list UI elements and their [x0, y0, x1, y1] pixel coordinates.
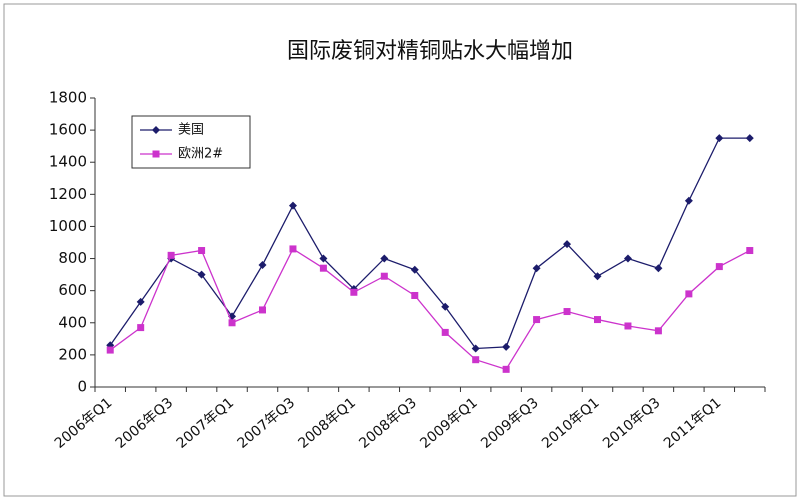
- point: [380, 254, 389, 263]
- legend-box: [131, 115, 251, 169]
- series-line: [109, 247, 751, 371]
- point: [746, 247, 754, 255]
- point: [715, 134, 724, 143]
- point: [289, 245, 297, 253]
- point: [502, 365, 510, 373]
- point: [319, 254, 328, 263]
- series-line: [109, 137, 750, 350]
- point: [441, 302, 450, 311]
- point: [685, 290, 693, 298]
- y-tick-label: 1400: [49, 153, 87, 171]
- point: [594, 316, 601, 324]
- point: [136, 297, 145, 306]
- point: [411, 291, 419, 299]
- y-tick-label: 0: [77, 378, 87, 396]
- point: [288, 201, 297, 210]
- legend-label: 美国: [178, 123, 204, 138]
- y-tick-label: 1800: [49, 89, 87, 107]
- point: [410, 265, 419, 274]
- y-tick-label: 800: [58, 249, 87, 267]
- point: [745, 134, 754, 143]
- point: [167, 251, 175, 259]
- point: [350, 288, 358, 296]
- y-tick-label: 1600: [49, 121, 87, 139]
- point: [472, 356, 480, 364]
- legend-marker: [152, 126, 160, 134]
- point: [258, 260, 267, 269]
- point: [623, 254, 632, 263]
- point: [228, 319, 236, 327]
- point: [563, 240, 572, 249]
- legend-marker: [152, 150, 160, 158]
- point: [259, 306, 266, 314]
- legend-label: 欧洲2#: [178, 147, 223, 162]
- point: [624, 322, 632, 330]
- y-tick-label: 400: [58, 313, 87, 331]
- point: [380, 272, 388, 280]
- point: [319, 264, 327, 272]
- chart-frame: [3, 3, 797, 497]
- point: [654, 264, 663, 273]
- point: [441, 328, 449, 336]
- point: [502, 342, 511, 351]
- point: [106, 346, 114, 354]
- y-tick-label: 600: [58, 281, 87, 299]
- point: [532, 264, 541, 273]
- point: [684, 196, 693, 205]
- point: [533, 316, 541, 324]
- point: [137, 324, 145, 332]
- chart-title: 国际废铜对精铜贴水大幅增加: [287, 39, 573, 64]
- point: [198, 247, 206, 255]
- y-tick-label: 200: [58, 345, 87, 363]
- y-tick-label: 1000: [49, 217, 87, 235]
- point: [471, 344, 480, 353]
- point: [654, 327, 662, 335]
- point: [715, 263, 723, 271]
- point: [197, 270, 206, 279]
- point: [593, 272, 602, 281]
- point: [563, 308, 571, 316]
- y-tick-label: 1200: [49, 185, 87, 203]
